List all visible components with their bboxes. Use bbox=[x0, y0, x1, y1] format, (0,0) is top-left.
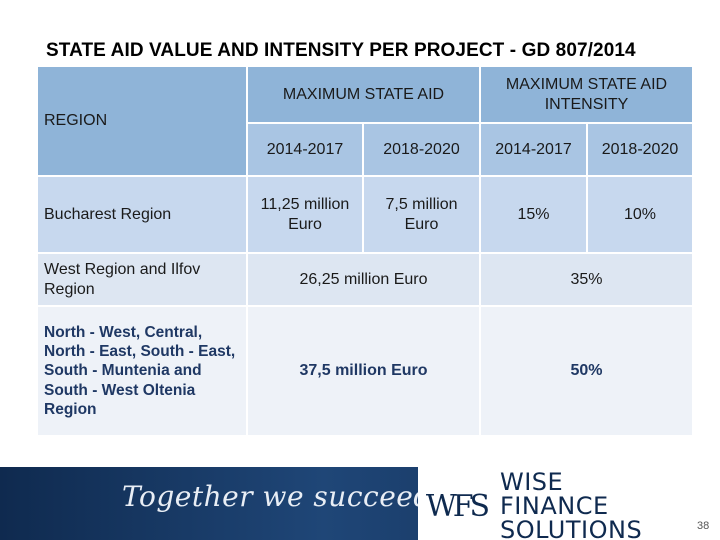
intensity-value: 10% bbox=[623, 205, 657, 223]
max-aid-header-label: MAXIMUM STATE AID bbox=[282, 85, 445, 103]
brand-line-solutions: SOLUTIONS bbox=[500, 516, 643, 540]
max-intensity-header: MAXIMUM STATE AID INTENSITY bbox=[481, 67, 692, 122]
logo-monogram: WFS bbox=[426, 489, 489, 524]
table-row-west-ilfov-region: West Region and Ilfov Region bbox=[38, 254, 246, 305]
intensity-cell: 35% bbox=[481, 254, 692, 305]
brand-line-wise: WISE bbox=[500, 468, 564, 496]
aid-value: 11,25 million Euro bbox=[260, 196, 350, 233]
aid-value: 37,5 million Euro bbox=[299, 362, 428, 380]
intensity-cell: 15% bbox=[481, 177, 586, 252]
aid-value: 26,25 million Euro bbox=[299, 270, 428, 288]
aid-value: 7,5 million Euro bbox=[385, 196, 458, 233]
aid-value-cell: 37,5 million Euro bbox=[248, 307, 479, 435]
wfs-logo-icon: WFS bbox=[426, 489, 492, 524]
period-label: 2014-2017 bbox=[495, 140, 572, 158]
brand-line-finance: FINANCE bbox=[500, 492, 609, 520]
intensity-value: 50% bbox=[570, 362, 603, 380]
period-intensity-2014-2017: 2014-2017 bbox=[481, 124, 586, 175]
region-name: West Region and Ilfov Region bbox=[44, 261, 201, 298]
period-label: 2014-2017 bbox=[266, 140, 344, 158]
aid-value-cell: 7,5 million Euro bbox=[364, 177, 479, 252]
logo-panel bbox=[418, 467, 720, 540]
aid-value-cell: 11,25 million Euro bbox=[248, 177, 362, 252]
period-aid-2018-2020: 2018-2020 bbox=[364, 124, 479, 175]
region-name: Bucharest Region bbox=[44, 205, 172, 223]
slogan-text: Together we succeed bbox=[122, 480, 432, 513]
region-header-label: REGION bbox=[44, 112, 108, 130]
period-label: 2018-2020 bbox=[383, 140, 460, 158]
period-label: 2018-2020 bbox=[601, 140, 679, 158]
page-number: 38 bbox=[697, 520, 710, 532]
intensity-value: 15% bbox=[517, 205, 550, 223]
period-aid-2014-2017: 2014-2017 bbox=[248, 124, 362, 175]
intensity-cell: 50% bbox=[481, 307, 692, 435]
intensity-value: 35% bbox=[570, 270, 603, 288]
state-aid-table: REGION MAXIMUM STATE AID MAXIMUM STATE A… bbox=[38, 67, 692, 435]
region-header: REGION bbox=[38, 67, 246, 175]
period-intensity-2018-2020: 2018-2020 bbox=[588, 124, 692, 175]
max-aid-header: MAXIMUM STATE AID bbox=[248, 67, 479, 122]
table-row-other-regions: North - West, Central, North - East, Sou… bbox=[38, 307, 246, 435]
slide-title: STATE AID VALUE AND INTENSITY PER PROJEC… bbox=[46, 40, 636, 61]
region-name: North - West, Central, North - East, Sou… bbox=[44, 323, 236, 419]
aid-value-cell: 26,25 million Euro bbox=[248, 254, 479, 305]
table-row-bucharest-region: Bucharest Region bbox=[38, 177, 246, 252]
max-intensity-header-label: MAXIMUM STATE AID INTENSITY bbox=[505, 76, 668, 113]
intensity-cell: 10% bbox=[588, 177, 692, 252]
